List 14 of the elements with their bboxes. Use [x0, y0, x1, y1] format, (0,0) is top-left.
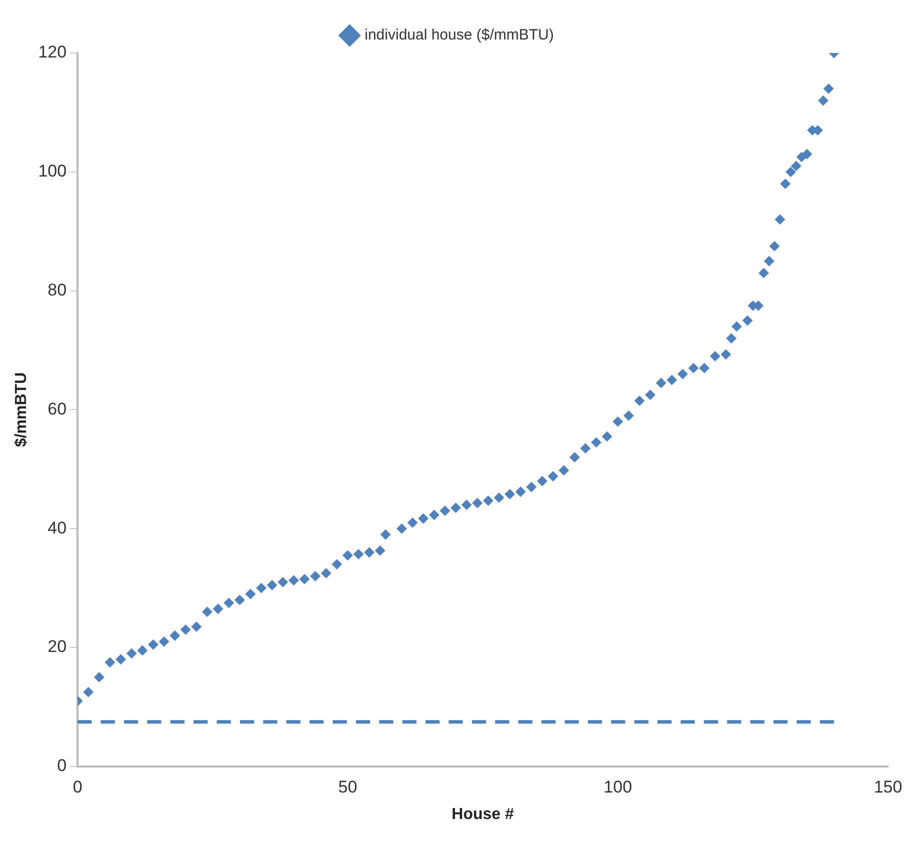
x-tick-label: 50 [338, 777, 358, 796]
x-tick-label: 0 [72, 777, 82, 796]
y-tick-label: 20 [48, 637, 67, 656]
x-axis-title: House # [452, 806, 514, 823]
legend-label: individual house ($/mmBTU) [364, 26, 554, 44]
y-tick-label: 120 [38, 42, 67, 62]
y-tick-label: 40 [48, 518, 67, 538]
y-tick-label: 80 [48, 280, 67, 300]
y-tick-label: 100 [38, 162, 67, 181]
x-tick-label: 100 [604, 777, 632, 796]
y-axis-title: $/mmBTU [13, 372, 30, 448]
y-tick-label: 0 [57, 756, 67, 776]
y-tick-label: 60 [48, 399, 67, 418]
x-tick-label: 150 [874, 777, 902, 796]
